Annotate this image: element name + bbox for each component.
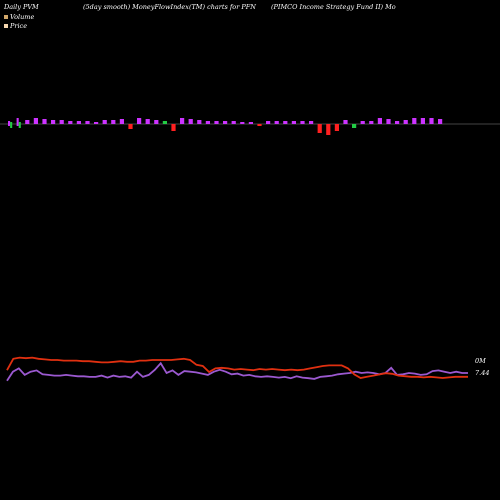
legend-price: Price (4, 22, 27, 30)
chart-header-right: (PIMCO Income Strategy Fund II) Mo (271, 3, 396, 11)
volume-bar (403, 120, 408, 124)
mfi-line (6, 361, 468, 382)
legend-volume: Volume (4, 13, 34, 21)
volume-bar (154, 120, 159, 124)
volume-bar (8, 121, 11, 126)
volume-bar (248, 122, 253, 124)
volume-bar (274, 121, 279, 124)
volume-bar (76, 121, 81, 124)
volume-bar (386, 119, 391, 124)
legend-price-label: Price (10, 22, 28, 30)
volume-bar (128, 124, 133, 129)
volume-bar (25, 120, 30, 124)
volume-bar (51, 120, 56, 124)
volume-bar (223, 121, 228, 124)
volume-bar (231, 121, 236, 124)
volume-bar (352, 124, 357, 128)
volume-bar (42, 119, 47, 124)
volume-bar (68, 121, 73, 124)
volume-bar (343, 120, 348, 124)
volume-bar (85, 121, 90, 124)
volume-bar (334, 124, 339, 131)
volume-bar (16, 118, 19, 126)
volume-bar (317, 124, 322, 133)
volume-bar (326, 124, 331, 135)
volume-bar (197, 120, 202, 124)
volume-bar (188, 119, 193, 124)
volume-bar (429, 118, 434, 124)
volume-bar (309, 121, 314, 124)
volume-bar (145, 119, 150, 124)
volume-bar (291, 121, 296, 124)
volume-bar (33, 118, 38, 124)
volume-bar (420, 118, 425, 124)
legend-volume-label: Volume (10, 13, 35, 21)
volume-bar (205, 121, 210, 124)
volume-bar (240, 122, 245, 124)
chart-header-left: Daily PVM (4, 3, 39, 11)
legend-volume-swatch (4, 15, 8, 19)
right-label-price: 7.44 (475, 369, 489, 377)
volume-bars (8, 118, 443, 135)
volume-bar (10, 122, 13, 128)
volume-bar (257, 124, 262, 126)
volume-bar (266, 121, 271, 124)
volume-bar (395, 121, 400, 124)
legend-price-swatch (4, 24, 8, 28)
volume-bar (300, 121, 305, 124)
volume-bar (18, 122, 21, 128)
volume-bar (59, 120, 64, 124)
volume-bar (377, 118, 382, 124)
chart-header-title: (5day smooth) MoneyFlowIndex(TM) charts … (83, 3, 256, 11)
volume-bar (369, 121, 374, 124)
price-line (6, 356, 468, 379)
volume-bar (360, 121, 365, 124)
volume-bar (102, 120, 107, 124)
volume-bar (214, 121, 219, 124)
volume-bar (180, 118, 185, 124)
volume-bar (412, 118, 417, 124)
volume-bar (162, 121, 167, 124)
volume-bar (438, 119, 443, 124)
right-label-volume: 0M (475, 357, 486, 365)
volume-bar (111, 120, 116, 124)
volume-bar (283, 121, 288, 124)
volume-bar (94, 122, 99, 124)
volume-bar (171, 124, 176, 131)
volume-bar (119, 119, 124, 124)
volume-bar (137, 118, 142, 124)
